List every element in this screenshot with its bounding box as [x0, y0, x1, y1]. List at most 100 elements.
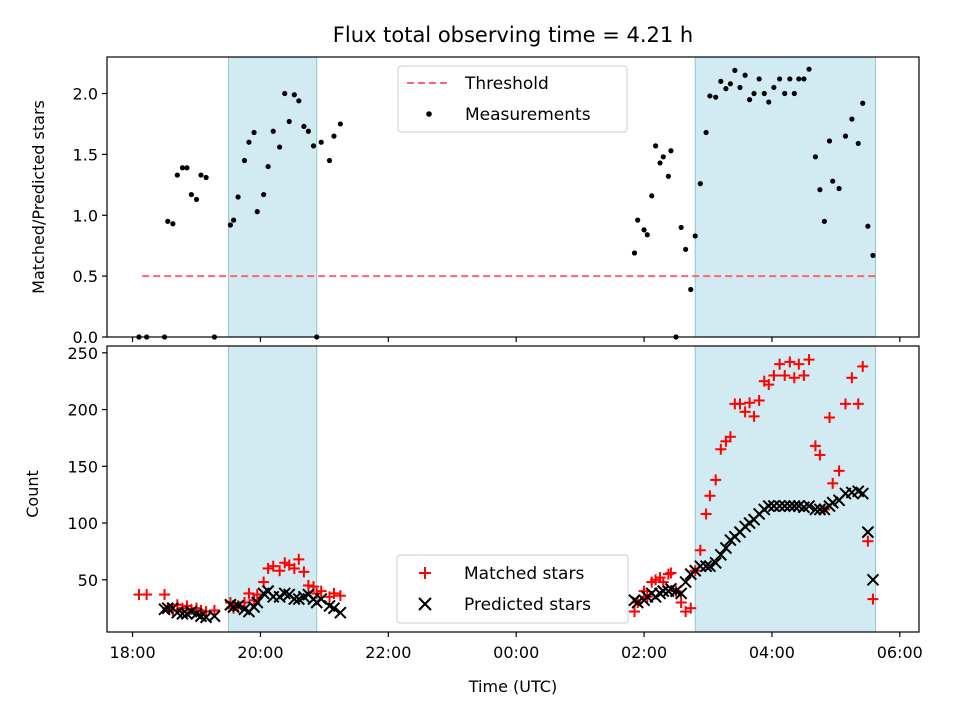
measurement-point [641, 227, 647, 233]
measurement-point [277, 144, 283, 150]
predicted-star-point [762, 499, 775, 513]
predicted-star-point [674, 587, 688, 600]
matched-star-point [700, 508, 712, 520]
matched-star-point [315, 585, 327, 597]
x-tick-label: 18:00 [110, 643, 156, 662]
matched-star-point [628, 606, 640, 618]
measurement-point [870, 252, 876, 259]
measurement-point [683, 246, 689, 252]
measurement-point [179, 165, 186, 171]
predicted-star-point [767, 499, 781, 513]
measurement-point [174, 172, 180, 178]
matched-star-point [724, 431, 736, 443]
measurement-point [193, 196, 200, 203]
measurement-point [697, 181, 703, 187]
matched-star-point [784, 356, 796, 368]
matched-star-point [267, 560, 279, 572]
measurement-point [649, 193, 655, 199]
shaded-interval [227, 345, 318, 633]
top-legend: Threshold Measurements [397, 65, 628, 133]
measurement-point [665, 173, 671, 179]
predicted-star-point [719, 541, 733, 555]
measurement-point [742, 72, 748, 78]
measurement-points [136, 66, 876, 340]
measurement-point [203, 174, 209, 181]
shaded-interval [694, 345, 877, 633]
measurement-point [188, 191, 194, 198]
matched-star-point [328, 587, 340, 599]
predicted-star-point [714, 548, 728, 562]
measurement-point [771, 84, 777, 91]
measurement-point [631, 250, 638, 256]
measurement-point [652, 143, 659, 149]
predicted-star-point [778, 499, 791, 513]
y-tick-label: 250 [67, 344, 98, 363]
measurement-point [787, 76, 793, 82]
predicted-star-point [679, 575, 692, 589]
measurement-point [737, 84, 743, 91]
predicted-star-point [227, 600, 240, 614]
matched-star-point [293, 553, 305, 565]
measurement-point [718, 78, 724, 84]
predicted-star-point [161, 601, 174, 615]
matched-star-point [823, 412, 835, 423]
y-tick-label: 150 [67, 457, 98, 476]
y-tick-label: 1.5 [73, 145, 98, 164]
measurement-point [296, 98, 302, 104]
bottom-x-axis-ticks: 18:00 20:00 22:00 00:00 02:00 04:00 06:00 [110, 632, 923, 662]
measurement-point [331, 133, 337, 139]
predicted-star-point [809, 503, 822, 516]
measurement-point [727, 81, 733, 87]
measurement-point [766, 99, 772, 105]
bottom-shaded-intervals [227, 345, 877, 633]
matched-star-point [302, 579, 314, 591]
measurement-point [801, 76, 807, 82]
matched-star-point [334, 590, 346, 602]
y-tick-label: 2.0 [73, 85, 98, 104]
matched-star-point [779, 370, 791, 382]
top-y-axis-ticks: 0.0 0.5 1.0 1.5 2.0 [73, 85, 107, 347]
measurement-point [265, 163, 271, 170]
matched-star-point [274, 565, 286, 577]
matched-star-point [798, 370, 810, 382]
predicted-star-point [208, 609, 221, 623]
measurement-point [657, 160, 663, 166]
measurement-point [246, 139, 252, 145]
matched-star-point [739, 406, 751, 418]
matched-star-point [744, 397, 756, 409]
matched-star-point [710, 474, 722, 486]
measurement-point [821, 218, 827, 224]
bottom-y-axis-label: Count [23, 470, 42, 518]
measurement-point [836, 185, 842, 192]
measurement-point [806, 66, 812, 72]
measurement-point [723, 86, 729, 92]
matched-star-point [803, 354, 815, 366]
measurement-point [165, 218, 171, 224]
x-tick-label: 04:00 [749, 643, 795, 662]
measurements-legend-swatch [426, 111, 432, 117]
matched-star-point [768, 370, 780, 382]
measurement-point [337, 121, 343, 127]
y-tick-label: 0.0 [73, 328, 98, 347]
matched-star-point [867, 593, 879, 605]
matched-star-point [846, 372, 858, 384]
matched-star-point [774, 358, 786, 370]
measurement-point [830, 178, 836, 184]
predicted-star-point [813, 503, 827, 516]
measurement-point [703, 129, 709, 136]
predicted-star-point [866, 573, 880, 587]
top-y-axis-label: Matched/Predicted stars [29, 100, 48, 294]
predicted-star-point [657, 584, 670, 598]
top-legend-box [397, 65, 628, 133]
x-tick-label: 22:00 [365, 643, 411, 662]
matched-star-point [298, 566, 310, 578]
measurement-point [791, 90, 797, 97]
measurement-point [826, 138, 833, 144]
predicted-star-point [251, 596, 264, 609]
y-tick-label: 50 [78, 571, 98, 590]
x-tick-label: 02:00 [621, 643, 667, 662]
top-x-axis-ticks [131, 337, 901, 342]
measurement-point [230, 217, 237, 223]
predicted-star-point [773, 499, 786, 513]
